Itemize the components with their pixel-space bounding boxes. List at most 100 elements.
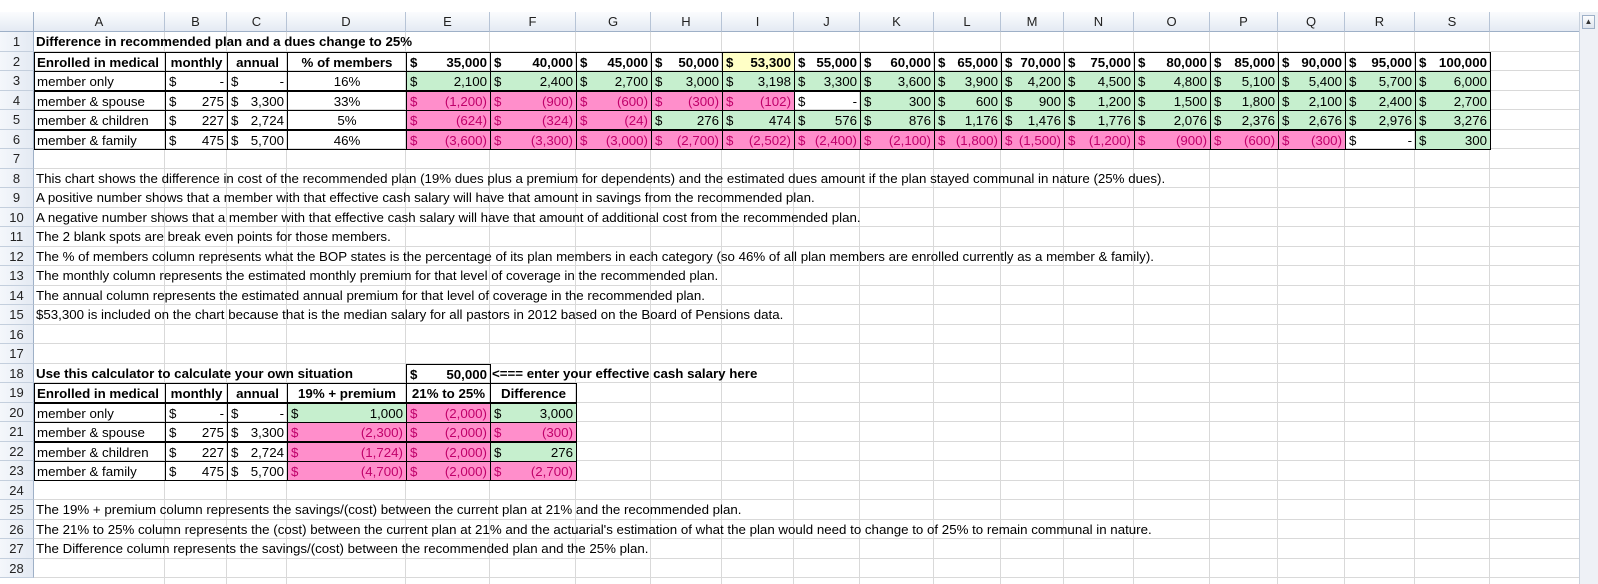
difference-value[interactable]: $2,700 [576,71,652,91]
difference-value[interactable]: $ (1,200) [406,90,491,111]
difference-value[interactable]: $ (300) [651,90,723,111]
difference-value[interactable]: $2,376 [1210,110,1279,130]
column-header-q[interactable]: Q [1278,12,1345,32]
difference-value[interactable]: $4,500 [1064,71,1135,91]
row-header-2[interactable]: 2 [0,51,34,71]
header-monthly[interactable]: monthly [165,51,228,72]
annual-premium[interactable]: $3,300 [227,90,288,111]
difference-value[interactable]: $3,300 [794,71,861,91]
note-line[interactable]: The % of members column represents what … [34,247,1534,267]
column-header-f[interactable]: F [490,12,576,32]
difference-value[interactable]: $ (300) [1278,129,1346,150]
difference-value[interactable]: $ (3,600) [406,129,491,150]
row-header-3[interactable]: 3 [0,71,34,91]
bottom-note-line[interactable]: The Difference column represents the sav… [34,539,1534,559]
row-header-10[interactable]: 10 [0,207,34,227]
salary-header-12[interactable]: $90,000 [1278,51,1346,72]
difference-value[interactable]: $ (624) [406,110,491,130]
difference-value[interactable]: $1,176 [934,110,1002,130]
difference-value[interactable]: $ (3,000) [576,129,652,150]
note-line[interactable]: The 2 blank spots are break even points … [34,227,1534,247]
row-header-26[interactable]: 26 [0,519,34,539]
difference-value[interactable]: $ - [1345,129,1416,150]
difference-value[interactable]: $4,800 [1134,71,1211,91]
difference-value[interactable]: $3,198 [722,71,795,91]
salary-header-10[interactable]: $80,000 [1134,51,1211,72]
calc-annual[interactable]: $3,300 [227,422,288,442]
salary-header-0[interactable]: $35,000 [406,51,491,72]
difference-value[interactable]: $300 [860,90,935,111]
difference-value[interactable]: $3,900 [934,71,1002,91]
calc-header-monthly[interactable]: monthly [165,383,228,403]
header-pct-members[interactable]: % of members [287,51,407,72]
calc-difference-value[interactable]: $276 [490,441,577,462]
difference-value[interactable]: $2,676 [1278,110,1346,130]
salary-header-1[interactable]: $40,000 [490,51,577,72]
column-header-h[interactable]: H [651,12,722,32]
calc-header-difference[interactable]: Difference [490,383,577,403]
calc-difference-value[interactable]: $3,000 [490,402,577,423]
row-label[interactable]: member & children [34,110,166,130]
row-header-11[interactable]: 11 [0,227,34,247]
column-header-n[interactable]: N [1064,12,1134,32]
difference-value[interactable]: $ (600) [576,90,652,111]
calc-annual[interactable]: $5,700 [227,461,288,481]
calc-monthly[interactable]: $ - [165,402,228,423]
calc-row-label[interactable]: member & spouse [34,422,166,442]
row-header-24[interactable]: 24 [0,480,34,500]
column-header-m[interactable]: M [1001,12,1064,32]
row-header-15[interactable]: 15 [0,305,34,325]
row-header-28[interactable]: 28 [0,558,34,578]
row-label[interactable]: member only [34,71,166,91]
select-all-corner[interactable] [0,12,34,32]
note-line[interactable]: The monthly column represents the estima… [34,266,1534,286]
difference-value[interactable]: $ (3,300) [490,129,577,150]
column-header-i[interactable]: I [722,12,794,32]
column-header-c[interactable]: C [227,12,287,32]
calc-dues-value[interactable]: $ (2,000) [406,422,491,442]
header-enrolled[interactable]: Enrolled in medical [34,51,166,72]
pct-members[interactable]: 16% [287,71,407,91]
difference-value[interactable]: $ (900) [490,90,577,111]
row-header-23[interactable]: 23 [0,461,34,481]
salary-header-11[interactable]: $85,000 [1210,51,1279,72]
salary-header-4[interactable]: $53,300 [722,51,795,72]
difference-value[interactable]: $1,500 [1134,90,1211,111]
salary-input[interactable]: $50,000 [406,363,491,384]
row-header-14[interactable]: 14 [0,285,34,305]
difference-value[interactable]: $1,800 [1210,90,1279,111]
calculator-hint[interactable]: <=== enter your effective cash salary he… [490,364,757,384]
row-header-21[interactable]: 21 [0,422,34,442]
difference-value[interactable]: $4,200 [1001,71,1065,91]
salary-header-2[interactable]: $45,000 [576,51,652,72]
row-header-27[interactable]: 27 [0,539,34,559]
difference-value[interactable]: $ (600) [1210,129,1279,150]
calc-difference-value[interactable]: $ (2,700) [490,461,577,481]
calc-header-dues[interactable]: 21% to 25% [406,383,491,403]
column-header-k[interactable]: K [860,12,934,32]
row-header-5[interactable]: 5 [0,110,34,130]
difference-value[interactable]: $ (1,500) [1001,129,1065,150]
row-header-25[interactable]: 25 [0,500,34,520]
column-header-s[interactable]: S [1415,12,1490,32]
salary-header-14[interactable]: $100,000 [1415,51,1491,72]
salary-header-8[interactable]: $70,000 [1001,51,1065,72]
difference-value[interactable]: $2,400 [490,71,577,91]
difference-value[interactable]: $300 [1415,129,1491,150]
calc-dues-value[interactable]: $ (2,000) [406,461,491,481]
calc-monthly[interactable]: $227 [165,441,228,462]
annual-premium[interactable]: $5,700 [227,129,288,150]
column-header-e[interactable]: E [406,12,490,32]
difference-value[interactable]: $1,776 [1064,110,1135,130]
difference-value[interactable]: $3,600 [860,71,935,91]
row-header-18[interactable]: 18 [0,363,34,383]
header-annual[interactable]: annual [227,51,288,72]
difference-value[interactable]: $1,476 [1001,110,1065,130]
row-header-12[interactable]: 12 [0,246,34,266]
salary-header-9[interactable]: $75,000 [1064,51,1135,72]
salary-header-3[interactable]: $50,000 [651,51,723,72]
pct-members[interactable]: 33% [287,90,407,111]
salary-header-7[interactable]: $65,000 [934,51,1002,72]
column-header-a[interactable]: A [34,12,165,32]
calc-header-plan[interactable]: 19% + premium [287,383,407,403]
